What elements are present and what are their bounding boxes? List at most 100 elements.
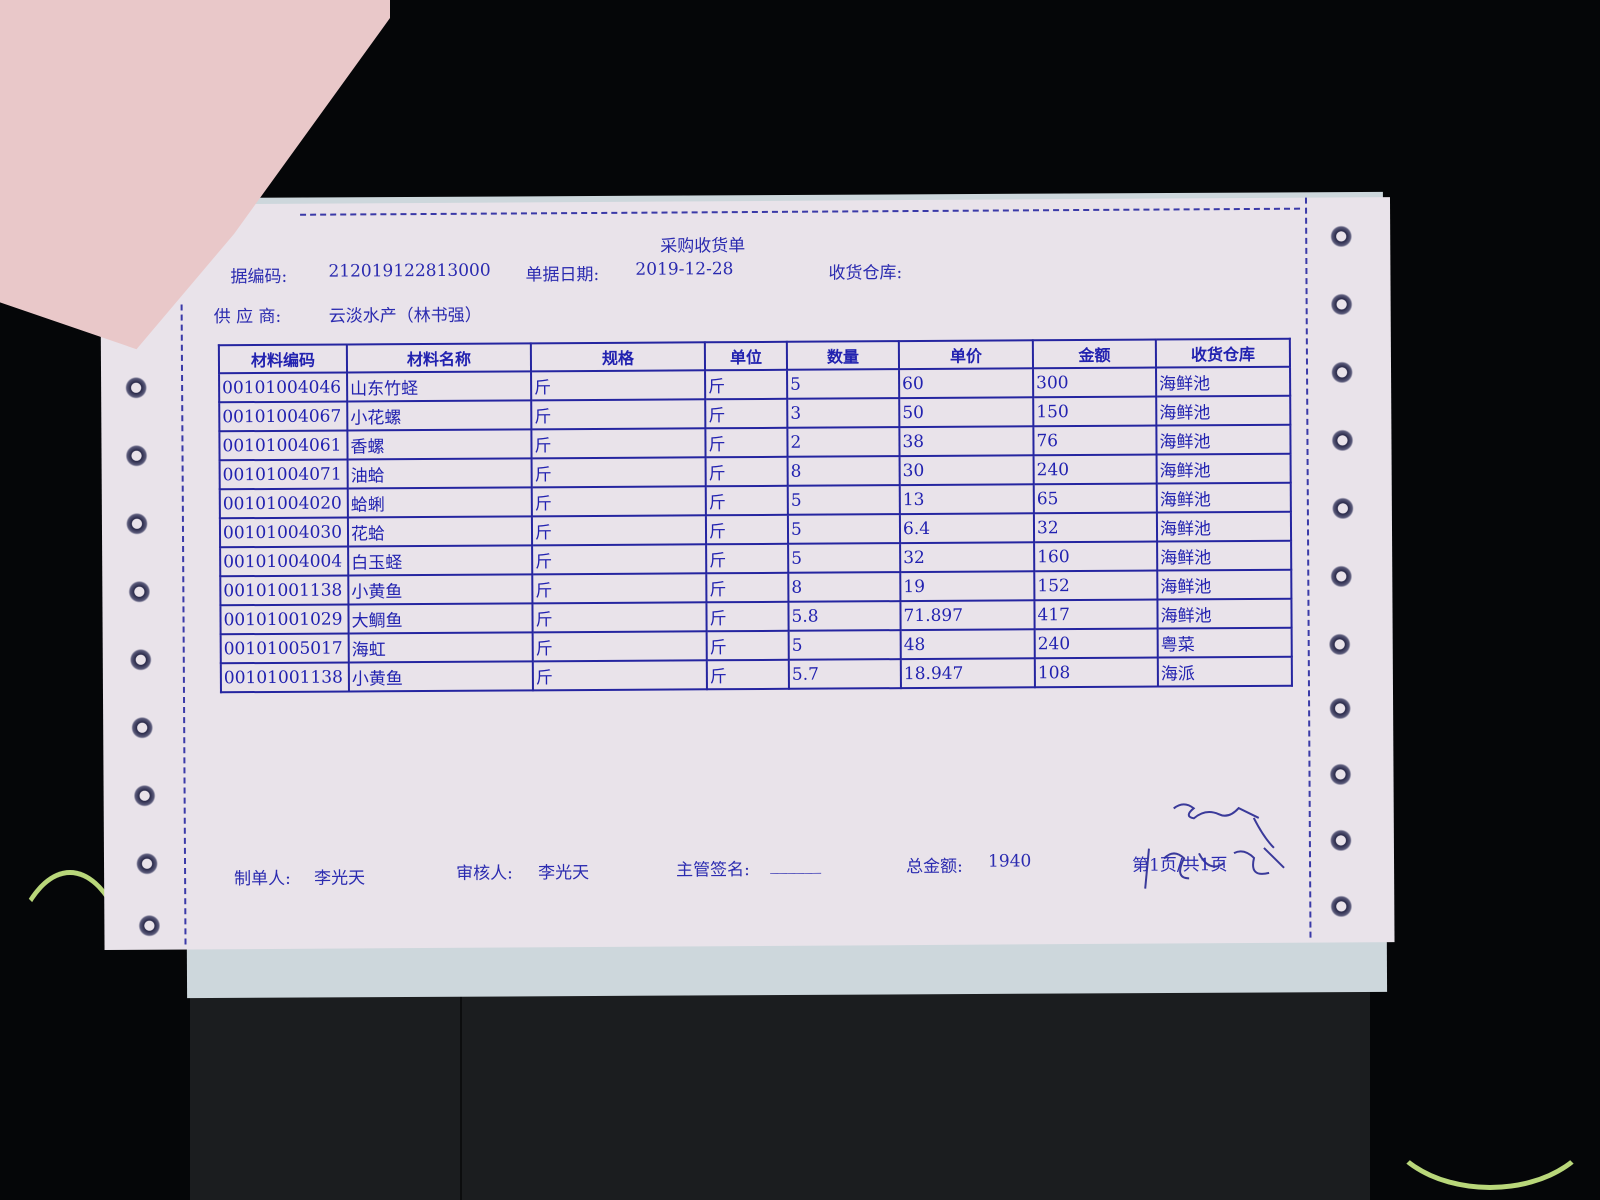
feed-hole [128, 580, 151, 603]
cell-price: 19 [900, 571, 1035, 602]
cell-qty: 5.7 [788, 659, 901, 689]
cable [0, 870, 140, 1170]
printer-tray [190, 960, 1370, 1200]
cell-spec: 斤 [532, 631, 707, 662]
cell-unit: 斤 [705, 369, 788, 400]
items-table: 材料编码 材料名称 规格 单位 数量 单价 金额 收货仓库 0010100404… [218, 338, 1293, 694]
cell-unit: 斤 [706, 601, 789, 632]
cell-name: 小黄鱼 [348, 574, 533, 605]
cell-amount: 240 [1033, 454, 1157, 485]
cell-price: 6.4 [899, 513, 1035, 544]
cell-name: 蛤蜊 [347, 487, 532, 518]
cell-price: 71.897 [900, 600, 1035, 631]
total: 1940 [987, 851, 1032, 872]
cell-warehouse: 海鲜池 [1157, 540, 1292, 571]
cell-spec: 斤 [532, 544, 707, 575]
maker: 李光天 [314, 868, 366, 889]
header-warehouse: 收货仓库 [1155, 338, 1291, 368]
perforation-line [1304, 197, 1312, 938]
doc-no-label: 据编码: [230, 266, 288, 288]
feed-hole [125, 376, 148, 399]
cell-spec: 斤 [531, 399, 706, 430]
cell-amount: 152 [1034, 570, 1158, 601]
cell-qty: 5.8 [788, 601, 901, 631]
cell-warehouse: 海鲜池 [1156, 395, 1291, 426]
date: 2019-12-28 [635, 259, 734, 280]
cell-unit: 斤 [705, 485, 788, 516]
cell-name: 白玉蛏 [348, 545, 533, 576]
cell-amount: 417 [1034, 599, 1158, 630]
cell-amount: 240 [1034, 628, 1158, 659]
cell-qty: 5 [788, 543, 901, 573]
cell-spec: 斤 [531, 428, 706, 459]
feed-hole [125, 512, 149, 535]
perforation-line [180, 304, 187, 945]
cell-warehouse: 粤菜 [1157, 627, 1292, 658]
tray-seam [460, 980, 462, 1200]
cell-code: 00101004071 [219, 459, 348, 490]
cell-warehouse: 海鲜池 [1157, 598, 1292, 629]
cell-warehouse: 海鲜池 [1156, 453, 1291, 484]
cell-warehouse: 海鲜池 [1156, 511, 1292, 542]
feed-hole [138, 914, 161, 937]
cell-amount: 300 [1033, 367, 1157, 398]
cell-warehouse: 海鲜池 [1157, 569, 1292, 600]
feed-hole [135, 852, 159, 875]
table-row: 00101001138 小黄鱼斤斤 5.7 18.947 108 海派 [220, 656, 1292, 693]
cell-name: 小花螺 [347, 400, 532, 431]
header-code: 材料编码 [218, 344, 348, 374]
reviewer-label: 审核人: [456, 863, 513, 884]
cable [1380, 1040, 1600, 1190]
cell-name: 山东竹蛏 [347, 371, 532, 402]
cell-amount: 108 [1034, 657, 1158, 688]
header-price: 单价 [898, 340, 1034, 370]
maker-label: 制单人: [234, 868, 291, 890]
cell-amount: 65 [1033, 483, 1157, 514]
cell-qty: 2 [787, 427, 900, 457]
cell-code: 00101001138 [220, 575, 349, 606]
header-name: 材料名称 [346, 343, 532, 373]
cell-unit: 斤 [706, 572, 789, 603]
document-title: 采购收货单 [660, 236, 746, 257]
cell-unit: 斤 [706, 543, 789, 574]
reviewer: 李光天 [538, 863, 590, 884]
warehouse-label: 收货仓库: [828, 263, 903, 284]
feed-hole [125, 444, 148, 467]
cell-spec: 斤 [532, 660, 707, 691]
cell-spec: 斤 [532, 573, 707, 604]
feed-hole [133, 784, 156, 807]
cell-amount: 32 [1033, 512, 1158, 543]
cell-name: 大鲷鱼 [348, 603, 533, 634]
feed-hole [1329, 829, 1352, 852]
cell-code: 00101004061 [219, 430, 348, 461]
page-number: 第1页/共1页 [1131, 855, 1228, 876]
cell-warehouse: 海鲜池 [1156, 482, 1291, 513]
supervisor-label: 主管签名: [676, 860, 750, 881]
cell-qty: 5 [788, 630, 901, 660]
cell-qty: 8 [787, 456, 900, 486]
feed-hole [1331, 497, 1354, 520]
cell-unit: 斤 [706, 630, 789, 661]
feed-hole [129, 648, 152, 671]
supplier-label: 供 应 商: [213, 306, 282, 328]
feed-hole [131, 716, 154, 739]
cell-unit: 斤 [705, 427, 788, 458]
feed-hole [1329, 763, 1352, 786]
feed-hole [1330, 225, 1353, 248]
supervisor-blank: ______ [769, 854, 822, 875]
cell-warehouse: 海派 [1157, 656, 1292, 687]
cell-spec: 斤 [531, 515, 707, 546]
cell-price: 13 [899, 484, 1034, 515]
cell-code: 00101001029 [220, 604, 349, 635]
cell-spec: 斤 [531, 370, 706, 401]
cell-price: 18.947 [900, 658, 1035, 689]
feed-hole [1328, 633, 1351, 656]
cell-qty: 5 [787, 369, 900, 399]
cell-price: 48 [900, 629, 1035, 660]
perforation-line [300, 207, 1301, 216]
cell-code: 00101004004 [220, 546, 349, 577]
cell-name: 香螺 [347, 429, 532, 460]
cell-spec: 斤 [532, 602, 707, 633]
cell-qty: 8 [788, 572, 901, 602]
date-label: 单据日期: [525, 264, 600, 286]
